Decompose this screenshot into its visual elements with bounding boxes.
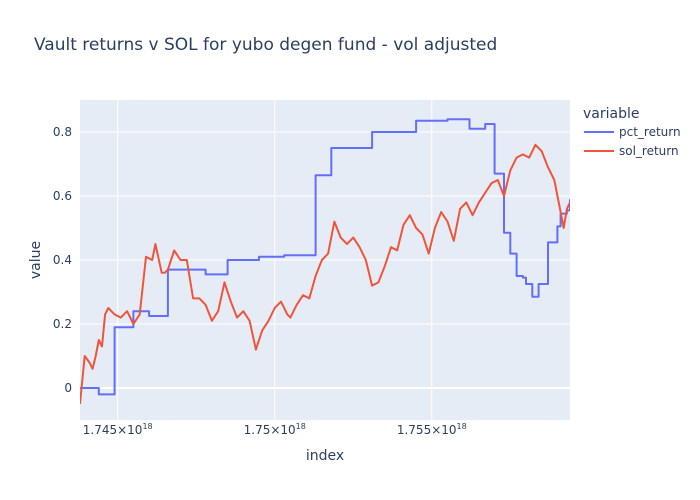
legend-label: sol_return [619,144,679,158]
x-tick-label: 1.755×1018 [397,422,467,437]
y-tick-label: 0.6 [53,189,72,203]
x-tick-label: 1.75×1018 [244,422,306,437]
x-tick-label-exponent: 18 [142,422,152,431]
x-tick-label-exponent: 18 [296,422,306,431]
x-tick-label: 1.745×1018 [83,422,153,437]
y-tick-labels: 0 0.2 0.4 0.6 0.8 [53,125,72,395]
x-tick-labels: 1.745×1018 1.75×1018 1.755×1018 [83,422,467,437]
legend-title: variable [583,106,639,122]
legend-items[interactable]: pct_return sol_return [584,125,681,158]
legend-label: pct_return [619,125,681,139]
legend-item-pct-return[interactable]: pct_return [584,125,681,139]
legend-item-sol-return[interactable]: sol_return [584,144,679,158]
x-tick-label-base: 1.745×10 [83,423,143,437]
x-tick-label-exponent: 18 [457,422,467,431]
x-tick-label-base: 1.755×10 [397,423,457,437]
y-tick-label: 0.8 [53,125,72,139]
x-tick-label-base: 1.75×10 [244,423,296,437]
series-line-sol-return [80,143,570,405]
y-tick-label: 0.4 [53,253,72,267]
y-tick-label: 0 [64,381,72,395]
series-line-pct-return [80,118,570,396]
y-axis-title: value [28,241,44,279]
series-layer [80,118,570,405]
y-tick-label: 0.2 [53,317,72,331]
x-axis-title: index [306,448,344,464]
chart-title: Vault returns v SOL for yubo degen fund … [34,35,497,55]
y-gridlines [80,131,570,389]
legend[interactable]: variable pct_return sol_return [583,106,681,158]
